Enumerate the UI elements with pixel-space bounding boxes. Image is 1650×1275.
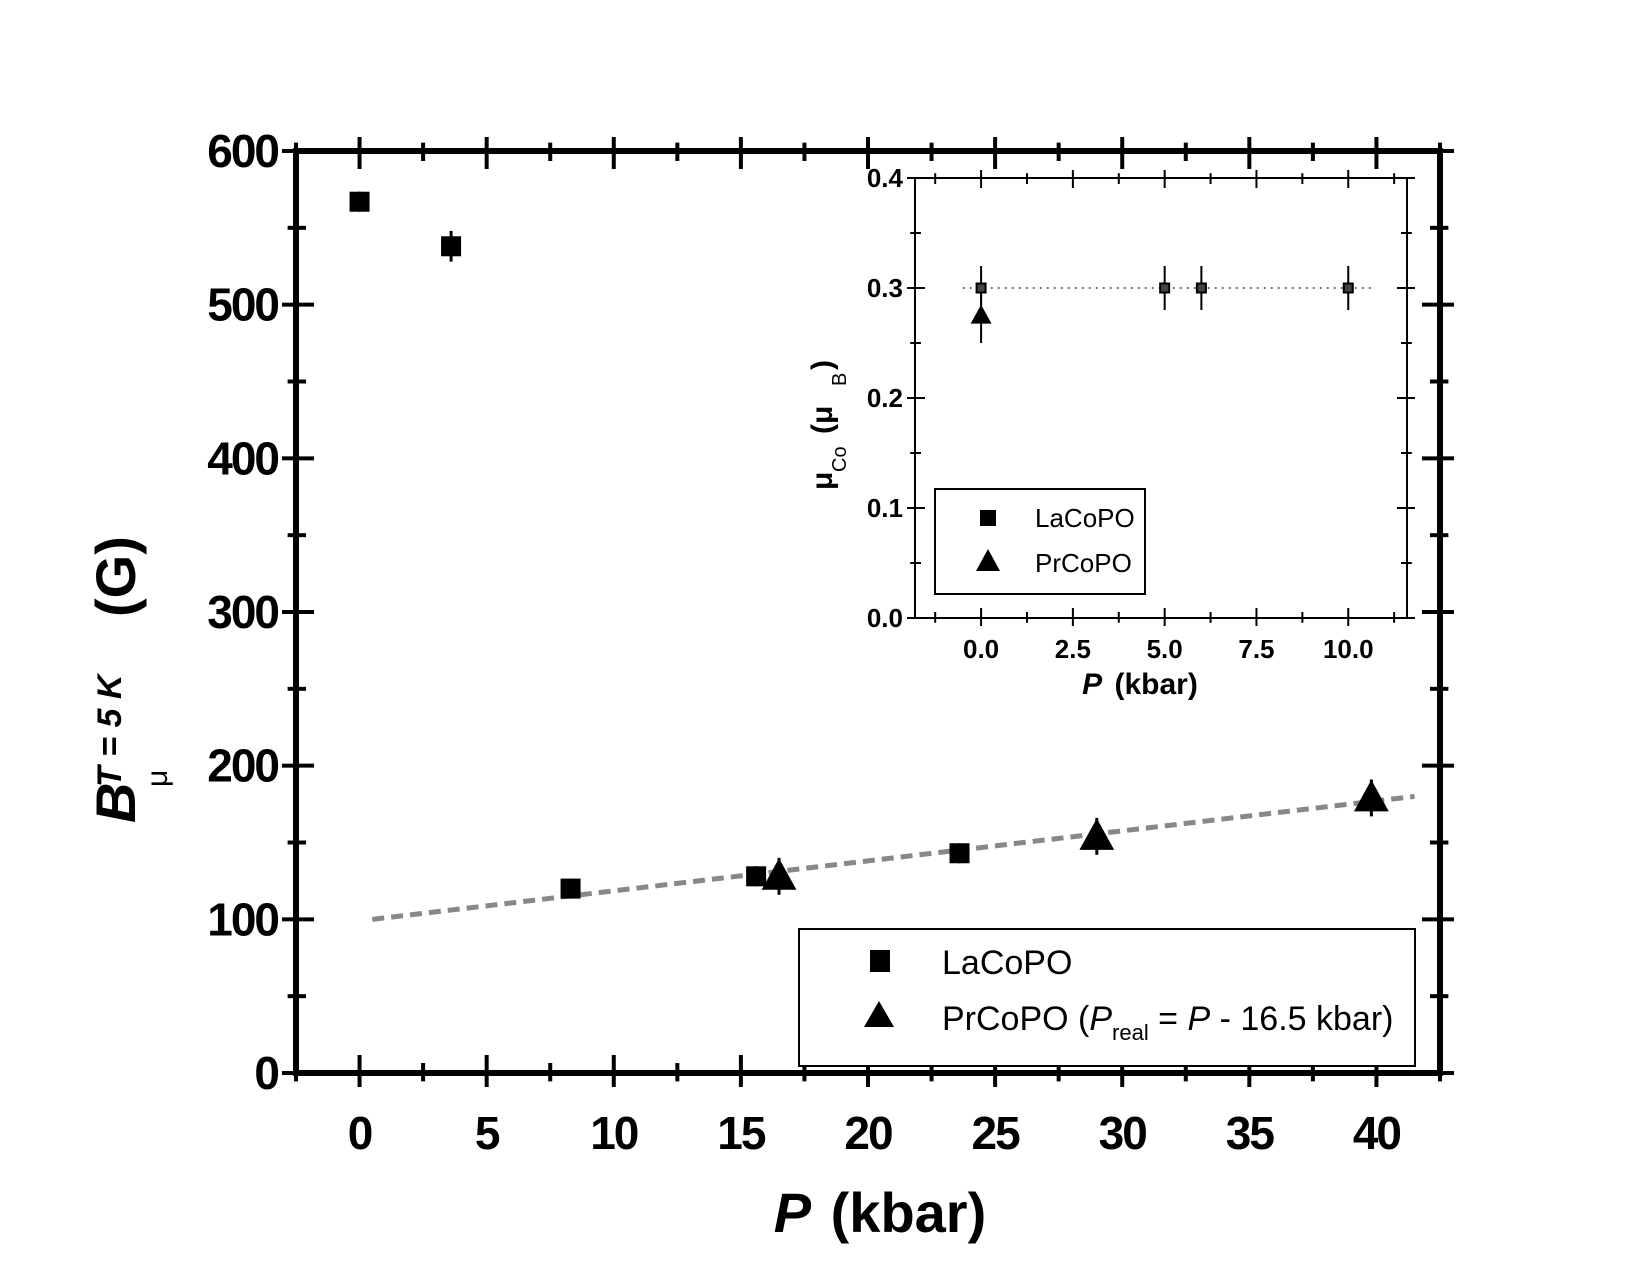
svg-text:(μ: (μ	[806, 406, 839, 434]
y-tick-label: 0.3	[867, 273, 903, 303]
inset-legend-marker-triangle	[976, 549, 1000, 571]
x-tick-label: 40	[1353, 1107, 1401, 1159]
x-tick-label: 10	[590, 1107, 638, 1159]
inset-y-axis-ticks: 0.0 0.1 0.2 0.3 0.4	[867, 163, 1415, 633]
y-tick-label: 0.2	[867, 383, 903, 413]
y-axis-title-superscript: T = 5 K	[91, 672, 129, 787]
x-tick-label: 15	[717, 1107, 766, 1159]
inset-data-points-group	[970, 266, 1354, 343]
y-tick-label: 0.4	[867, 163, 904, 193]
y-tick-label: 500	[207, 279, 278, 331]
y-tick-label: 600	[207, 125, 278, 177]
marker-lacopo	[746, 866, 767, 887]
y-tick-label: 0.0	[867, 603, 903, 633]
svg-text:μ: μ	[141, 770, 174, 787]
marker-lacopo	[560, 878, 581, 899]
x-axis-title: P (kbar)	[774, 1181, 987, 1244]
x-tick-label: 7.5	[1238, 634, 1274, 664]
inset-x-axis-ticks: 0.0 2.5 5.0 7.5 10.0	[934, 170, 1396, 664]
linear-fit-line	[371, 793, 1415, 922]
data-points-group	[349, 191, 1389, 899]
y-axis-ticks: 0 100 200 300 400 500 600	[207, 125, 1454, 1099]
inset-legend-box	[934, 488, 1146, 595]
inset-x-axis-title: P (kbar)	[1082, 668, 1198, 701]
legend-marker-triangle	[864, 1001, 894, 1027]
inset-legend-label-prcopo: PrCoPO	[1035, 548, 1132, 578]
x-tick-label: 30	[1099, 1107, 1147, 1159]
x-tick-label: 35	[1226, 1107, 1275, 1159]
svg-text:B: B	[829, 373, 851, 386]
inset-legend: LaCoPO PrCoPO	[934, 488, 1146, 595]
svg-text:μ: μ	[806, 472, 839, 490]
marker-lacopo	[975, 282, 987, 294]
y-tick-label: 300	[207, 586, 278, 638]
y-tick-label: 0	[254, 1047, 278, 1099]
inset-plot: 0.0 2.5 5.0 7.5 10.0 0.0 0.1 0.2 0.3 0.4 P (kbar…	[806, 163, 1415, 701]
marker-prcopo	[1353, 779, 1389, 812]
legend-label-lacopo: LaCoPO	[942, 944, 1072, 982]
main-legend-box	[798, 928, 1416, 1067]
marker-lacopo	[949, 843, 970, 864]
marker-lacopo	[1342, 282, 1354, 294]
x-tick-label: 20	[844, 1107, 892, 1159]
x-tick-label: 0	[348, 1107, 372, 1159]
inset-legend-marker-square	[980, 510, 996, 526]
y-tick-label: 400	[207, 432, 278, 484]
legend-label-prcopo: PrCoPO (Preal = P - 16.5 kbar)	[942, 1000, 1393, 1045]
marker-prcopo	[1079, 818, 1115, 850]
marker-prcopo	[761, 858, 797, 890]
inset-y-axis-title: μ Co (μ B )	[806, 360, 851, 490]
x-tick-label: 0.0	[963, 634, 999, 664]
svg-text:B: B	[84, 783, 147, 823]
svg-text:): )	[806, 360, 839, 370]
x-tick-label: 25	[972, 1107, 1021, 1159]
x-tick-label: 2.5	[1055, 634, 1091, 664]
marker-lacopo	[1159, 282, 1171, 294]
marker-lacopo	[441, 236, 462, 257]
svg-text:Co: Co	[829, 446, 851, 472]
marker-prcopo	[970, 304, 992, 324]
x-tick-label: 5.0	[1147, 634, 1183, 664]
svg-text:(G): (G)	[84, 536, 147, 617]
y-axis-title: B μ T = 5 K (G)	[84, 536, 174, 823]
main-legend: LaCoPO PrCoPO (Preal = P - 16.5 kbar)	[798, 928, 1416, 1067]
marker-lacopo	[349, 191, 370, 212]
marker-lacopo	[1195, 282, 1207, 294]
fit-line-group	[371, 793, 1415, 922]
y-tick-label: 100	[207, 893, 278, 945]
legend-marker-square	[870, 950, 890, 972]
x-tick-label: 5	[475, 1107, 500, 1159]
y-tick-label: 200	[207, 740, 278, 792]
inset-legend-label-lacopo: LaCoPO	[1035, 503, 1135, 533]
main-plot: 0 5 10 15 20 25 30 35 40 0 100 200 300 400 500 600 P (…	[84, 125, 1454, 1244]
y-tick-label: 0.1	[867, 493, 903, 523]
x-tick-label: 10.0	[1323, 634, 1374, 664]
